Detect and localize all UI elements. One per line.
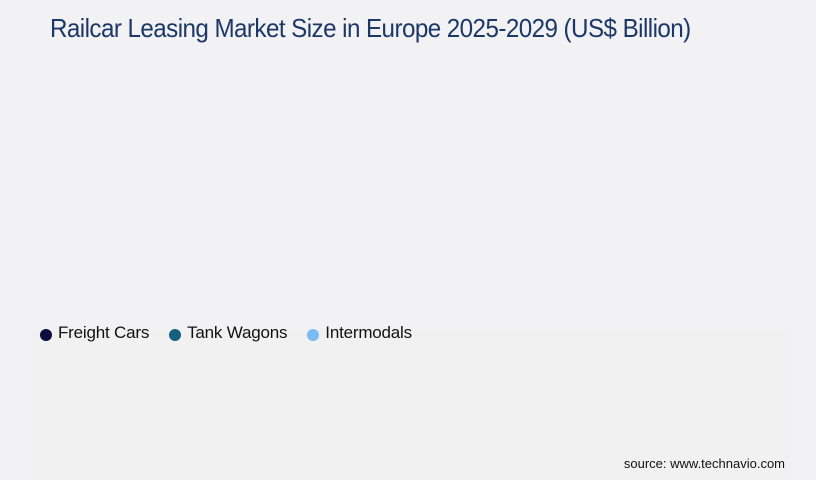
legend-label: Intermodals xyxy=(325,323,412,342)
legend-label: Tank Wagons xyxy=(187,323,288,342)
circle-marker-icon xyxy=(307,329,320,341)
circle-marker-icon xyxy=(169,329,182,341)
source-credit: source: www.technavio.com xyxy=(623,456,785,471)
legend-item-tank-wagons: Tank Wagons xyxy=(169,323,287,343)
legend-label: Freight Cars xyxy=(58,323,150,342)
legend-item-intermodals: Intermodals xyxy=(307,323,412,343)
chart-title: Railcar Leasing Market Size in Europe 20… xyxy=(50,13,691,43)
legend-item-freight-cars: Freight Cars xyxy=(40,323,149,343)
chart-legend: Freight Cars Tank Wagons Intermodals xyxy=(40,323,432,343)
plot-area xyxy=(32,330,790,480)
circle-marker-icon xyxy=(40,329,52,341)
